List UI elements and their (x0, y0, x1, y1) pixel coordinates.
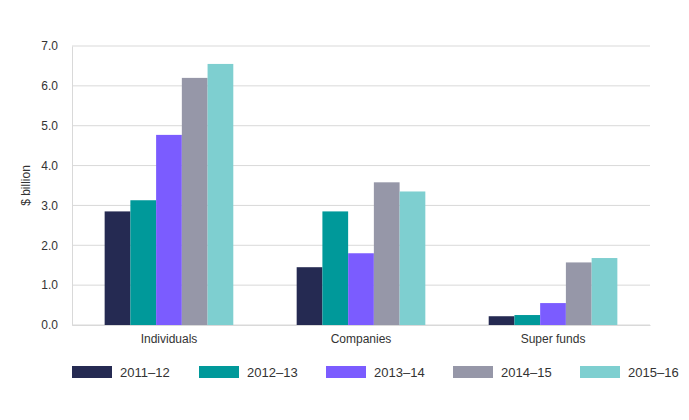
x-tick: Super funds (521, 325, 586, 346)
x-axis: Individuals Companies Super funds (73, 325, 651, 346)
y-tick: 0.0 (41, 318, 72, 332)
bar (374, 182, 400, 325)
y-tick-label: 1.0 (41, 278, 58, 292)
legend: 2011–12 2012–13 2013–14 2014–15 2015–16 (72, 365, 679, 380)
legend-label: 2011–12 (120, 365, 170, 380)
bar (400, 191, 426, 325)
bar (297, 267, 323, 325)
y-tick-label: 4.0 (41, 159, 58, 173)
bar (514, 315, 540, 325)
y-tick-label: 6.0 (41, 79, 58, 93)
x-tick-label: Companies (331, 332, 392, 346)
legend-swatch (72, 366, 112, 378)
y-tick: 1.0 (41, 278, 72, 292)
chart: 0.0 1.0 2.0 3.0 4.0 5.0 6.0 7.0 Individuals Compa… (0, 0, 689, 420)
legend-swatch (326, 366, 366, 378)
grid-line (72, 125, 650, 126)
grid-line (72, 46, 650, 47)
bars (105, 64, 618, 325)
bar (105, 211, 131, 325)
y-tick: 5.0 (41, 119, 72, 133)
y-tick-label: 3.0 (41, 199, 58, 213)
y-tick: 2.0 (41, 239, 72, 253)
bar (156, 135, 182, 325)
legend-label: 2015–16 (628, 365, 679, 380)
y-tick: 4.0 (41, 159, 72, 173)
bar (540, 303, 566, 325)
bar (182, 78, 208, 325)
legend-swatch (199, 366, 239, 378)
y-axis: 0.0 1.0 2.0 3.0 4.0 5.0 6.0 7.0 (41, 39, 72, 332)
legend-swatch (580, 366, 620, 378)
bar (322, 211, 348, 325)
y-tick-label: 5.0 (41, 119, 58, 133)
y-tick-label: 7.0 (41, 39, 58, 53)
bar (566, 262, 592, 325)
legend-label: 2013–14 (374, 365, 425, 380)
bar (348, 253, 374, 325)
bar (489, 316, 515, 325)
bar (130, 200, 156, 325)
y-tick: 3.0 (41, 199, 72, 213)
x-tick-label: Super funds (521, 332, 586, 346)
x-tick: Companies (331, 325, 392, 346)
grid (72, 46, 650, 325)
x-tick-label: Individuals (141, 332, 198, 346)
legend-label: 2012–13 (247, 365, 298, 380)
legend-swatch (453, 366, 493, 378)
legend-label: 2014–15 (501, 365, 552, 380)
y-tick-label: 2.0 (41, 239, 58, 253)
x-axis-line (73, 325, 651, 326)
grid-line (72, 85, 650, 86)
y-axis-line (72, 47, 73, 326)
bar (592, 258, 618, 325)
y-tick: 6.0 (41, 79, 72, 93)
y-axis-title: $ billion (19, 165, 33, 206)
bar (208, 64, 234, 325)
x-tick: Individuals (141, 325, 198, 346)
y-tick-label: 0.0 (41, 318, 58, 332)
y-tick: 7.0 (41, 39, 72, 53)
